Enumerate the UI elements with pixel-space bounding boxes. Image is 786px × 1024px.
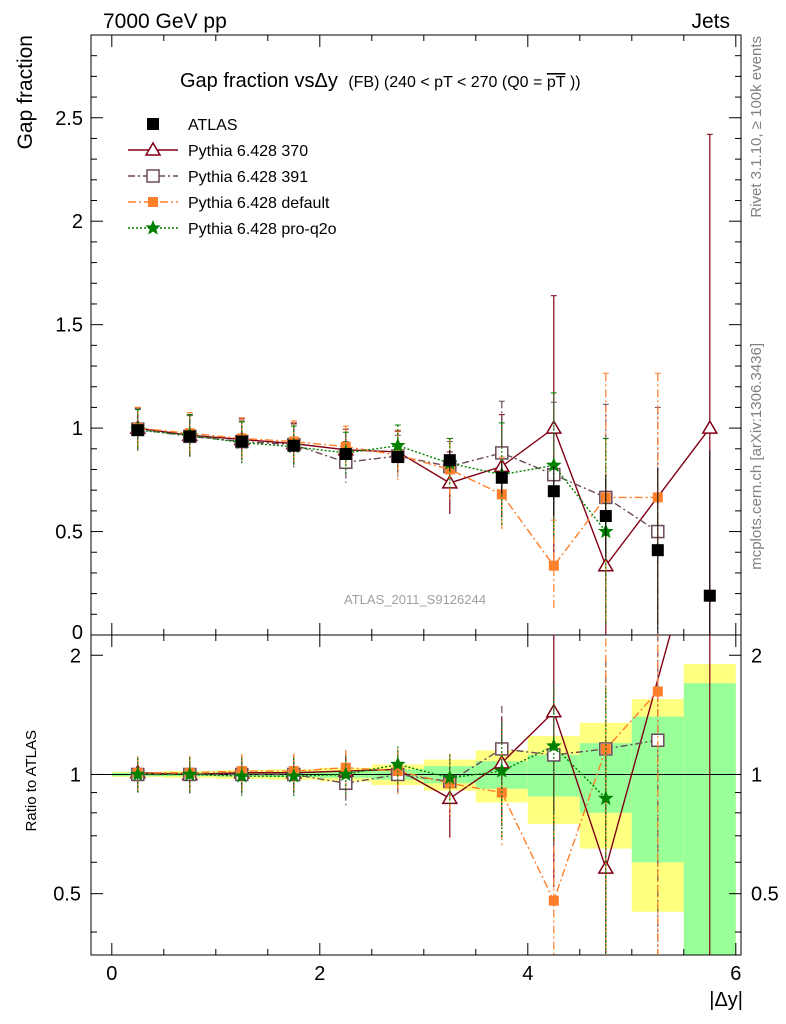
ratio-axis-title: Ratio to ATLAS bbox=[23, 730, 40, 831]
legend-label: Pythia 6.428 391 bbox=[188, 169, 308, 186]
ratio-point-pythia-6-428-default bbox=[548, 895, 559, 906]
ratio-point-pythia-6-428-pro-q2o bbox=[494, 763, 510, 778]
legend-marker bbox=[147, 118, 159, 130]
legend-label: Pythia 6.428 default bbox=[188, 195, 330, 212]
main-panel-series bbox=[129, 133, 719, 635]
ratio-tick-label-left: 1 bbox=[70, 764, 81, 786]
x-tick-label: 0 bbox=[106, 963, 117, 985]
ratio-point-pythia-6-428-pro-q2o bbox=[546, 737, 562, 753]
x-tick-label: 2 bbox=[314, 963, 325, 985]
ratio-point-pythia-6-428-pro-q2o bbox=[338, 766, 354, 781]
legend: ATLAS Pythia 6.428 370 Pythia 6.428 391 Pyt… bbox=[128, 117, 337, 238]
ratio-point-pythia-6-428-pro-q2o bbox=[598, 790, 614, 805]
point-pythia-6-428-pro-q2o bbox=[390, 437, 406, 453]
ratio-point-pythia-6-428-pro-q2o bbox=[390, 756, 406, 772]
series-line-pythia-6-428-pro-q2o bbox=[137, 429, 607, 532]
ratio-tick-label-right: 0.5 bbox=[751, 884, 779, 906]
uncertainty-bands bbox=[111, 664, 736, 955]
ratio-point-pythia-6-428-pro-q2o bbox=[130, 766, 146, 781]
ratio-tick-label-left: 2 bbox=[70, 645, 81, 667]
rivet-label: Rivet 3.1.10, ≥ 100k events bbox=[748, 36, 765, 218]
chart-title-sub-prefix: (FB) (240 < pT < 270 (Q0 = bbox=[348, 74, 542, 91]
chart-title-sub-over: pT bbox=[547, 74, 566, 91]
y-tick-label: 2.5 bbox=[55, 108, 83, 130]
header-left-label: 7000 GeV pp bbox=[103, 10, 227, 33]
chart-title: Gap fraction vsΔy (FB) (240 < pT < 270 (… bbox=[180, 70, 581, 92]
y-tick-label: 0.5 bbox=[55, 522, 83, 544]
header-right-label: Jets bbox=[691, 10, 730, 33]
y-axis-title: Gap fraction bbox=[14, 35, 37, 149]
legend-marker bbox=[148, 197, 158, 207]
legend-marker bbox=[145, 219, 161, 235]
ratio-line-pythia-6-428-pro-q2o bbox=[137, 745, 607, 799]
ratio-tick-label-right: 2 bbox=[751, 645, 762, 667]
point-pythia-6-428-default bbox=[548, 560, 559, 571]
ratio-tick-label-left: 0.5 bbox=[53, 884, 81, 906]
ratio-point-pythia-6-428-pro-q2o bbox=[442, 769, 458, 785]
x-tick-label: 4 bbox=[522, 963, 533, 985]
analysis-label: ATLAS_2011_S9126244 bbox=[344, 592, 486, 607]
y-tick-label: 2 bbox=[72, 211, 83, 233]
ratio-point-pythia-6-428-pro-q2o bbox=[286, 768, 302, 783]
ratio-tick-label-right: 1 bbox=[751, 764, 762, 786]
y-tick-label: 0 bbox=[72, 622, 83, 644]
x-axis-title: |Δy| bbox=[709, 989, 743, 1011]
legend-marker bbox=[144, 141, 162, 156]
chart-title-main: Gap fraction vsΔy bbox=[180, 70, 338, 92]
legend-marker bbox=[146, 169, 160, 183]
x-tick-label: 6 bbox=[730, 963, 741, 985]
legend-label: Pythia 6.428 370 bbox=[188, 143, 308, 160]
y-tick-label: 1 bbox=[72, 418, 83, 440]
legend-label: Pythia 6.428 pro-q2o bbox=[188, 221, 337, 238]
point-pythia-6-428-370 bbox=[701, 419, 719, 434]
ratio-point-pythia-6-428-pro-q2o bbox=[234, 768, 250, 783]
chart-title-sub-suffix: )) bbox=[570, 74, 581, 91]
plot-frames bbox=[90, 34, 742, 956]
ratio-point-pythia-6-428-default bbox=[652, 686, 663, 697]
mcplots-label: mcplots.cern.ch [arXiv:1306.3436] bbox=[748, 343, 765, 570]
legend-label: ATLAS bbox=[188, 117, 238, 134]
ratio-panel-series bbox=[129, 635, 711, 955]
ratio-frame bbox=[90, 634, 742, 956]
y-tick-label: 1.5 bbox=[55, 315, 83, 337]
series-line-pythia-6-428-391 bbox=[137, 428, 659, 533]
ratio-point-pythia-6-428-pro-q2o bbox=[182, 766, 198, 781]
